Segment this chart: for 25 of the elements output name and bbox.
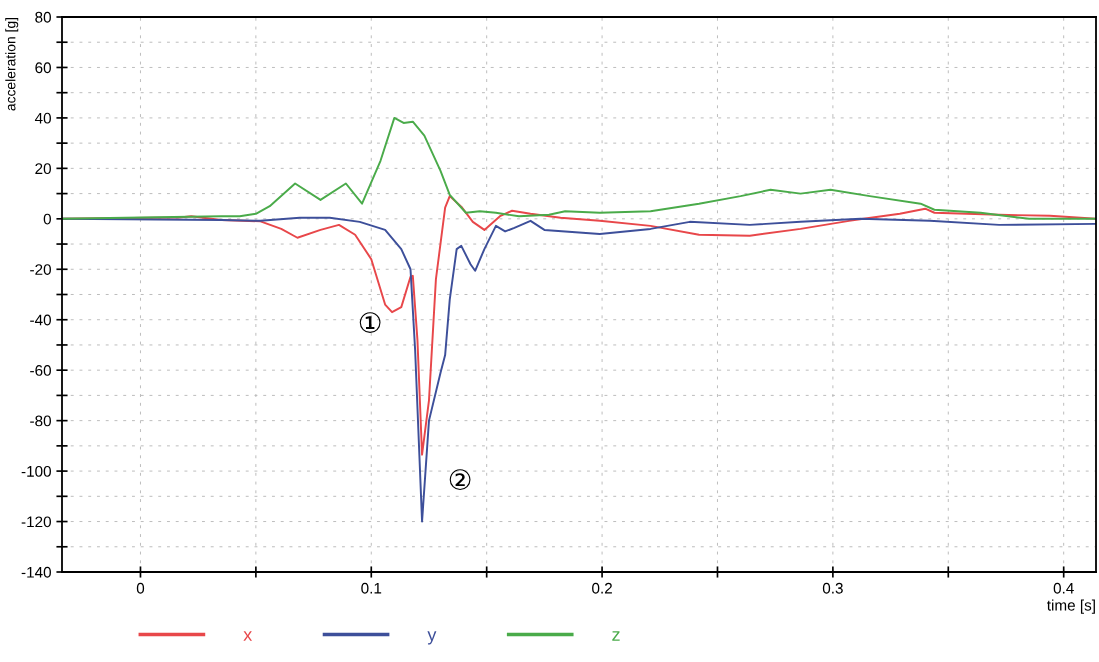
y-tick-label: 60 [35,62,51,74]
y-tick-label: -40 [30,314,51,326]
x-tick-label: 0.2 [592,582,612,594]
x-tick-label: 0.1 [361,582,382,594]
y-tick-label: 40 [34,112,51,124]
legend-label: z [612,631,620,641]
annotation: ② [449,469,471,491]
y-tick-label: -120 [21,516,51,528]
x-tick-label: 0.3 [822,582,843,594]
y-tick-label: -20 [30,264,51,275]
x-axis-title: time [s] [1047,599,1095,614]
y-tick-label: -80 [30,415,51,427]
y-tick-label: 80 [35,11,51,23]
x-tick-label: 0 [136,582,145,594]
x-tick-label: 0.4 [1053,582,1074,594]
y-tick-label: -100 [21,465,51,477]
line-series [62,116,1096,220]
legend-label: x [243,631,253,641]
y-tick-label: -140 [21,566,51,578]
y-axis-title: acceleration [g] [5,17,19,111]
annotation: ① [359,312,381,333]
legend-label: y [427,631,437,645]
y-tick-label: 0 [43,213,51,225]
y-tick-label: 20 [35,163,51,175]
y-tick-label: -60 [30,365,51,376]
